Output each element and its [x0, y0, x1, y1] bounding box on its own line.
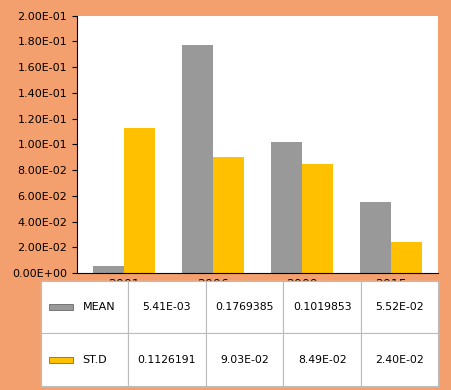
Text: 5.52E-02: 5.52E-02 — [374, 302, 423, 312]
Bar — [270, 142, 301, 273]
Bar — [93, 266, 124, 273]
Bar — [283, 281, 360, 333]
Bar — [301, 164, 332, 273]
Bar — [360, 281, 437, 333]
Text: 0.1126191: 0.1126191 — [138, 355, 196, 365]
Bar — [359, 202, 390, 273]
Bar — [124, 128, 155, 273]
Bar — [205, 281, 283, 333]
Text: 5.41E-03: 5.41E-03 — [143, 302, 191, 312]
Bar — [128, 281, 205, 333]
Bar — [49, 304, 72, 310]
Text: 0.1019853: 0.1019853 — [292, 302, 350, 312]
Bar — [41, 333, 128, 386]
Text: ST.D: ST.D — [82, 355, 107, 365]
Text: 9.03E-02: 9.03E-02 — [220, 355, 268, 365]
Text: 0.1769385: 0.1769385 — [215, 302, 273, 312]
Bar — [390, 242, 421, 273]
Text: 2.40E-02: 2.40E-02 — [374, 355, 423, 365]
Bar — [360, 333, 437, 386]
Bar — [182, 45, 213, 273]
Bar — [205, 333, 283, 386]
Bar — [41, 281, 128, 333]
Text: 8.49E-02: 8.49E-02 — [297, 355, 345, 365]
Bar — [213, 157, 244, 273]
Bar — [49, 356, 72, 363]
Bar — [128, 333, 205, 386]
Text: MEAN: MEAN — [82, 302, 115, 312]
Bar — [283, 333, 360, 386]
